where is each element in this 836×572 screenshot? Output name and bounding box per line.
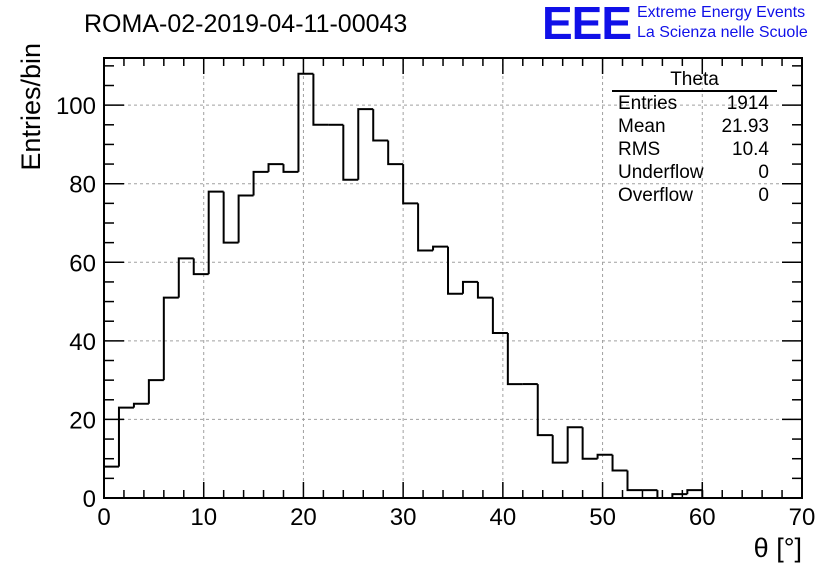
histogram-bin — [297, 72, 314, 172]
x-tick-label: 40 — [490, 504, 517, 531]
x-tick-label: 30 — [390, 504, 417, 531]
y-tick-label: 80 — [69, 172, 96, 199]
plot-frame — [103, 57, 803, 499]
histogram-bin — [701, 490, 718, 499]
stats-row-overflow: Overflow 0 — [612, 184, 777, 207]
histogram-bin — [402, 164, 419, 205]
histogram-bin — [476, 281, 493, 299]
y-tick-label: 0 — [83, 486, 96, 513]
histogram-bin — [432, 245, 449, 251]
stats-label: Mean — [618, 116, 666, 137]
stats-value: 1914 — [726, 93, 769, 114]
y-tick-label: 20 — [69, 407, 96, 434]
stats-row-underflow: Underflow 0 — [612, 161, 777, 184]
histogram-bin — [312, 73, 329, 126]
histogram-bin — [686, 489, 703, 495]
logo-tagline-1: Extreme Energy Events — [637, 4, 806, 21]
histogram-bin — [671, 493, 688, 498]
histogram-bin — [222, 191, 239, 244]
histogram-bin — [342, 124, 359, 181]
histogram-bin — [566, 426, 583, 463]
histogram-bin — [656, 490, 673, 499]
eee-logo: EEE — [542, 0, 632, 49]
stats-row-entries: Entries 1914 — [612, 92, 777, 115]
stats-row-mean: Mean 21.93 — [612, 115, 777, 138]
stats-value: 21.93 — [721, 116, 769, 137]
stats-value: 0 — [758, 162, 769, 183]
histogram-bin — [611, 454, 628, 472]
stats-title: Theta — [612, 70, 777, 92]
histogram-bin — [357, 108, 374, 180]
histogram-bin — [581, 427, 598, 460]
x-axis-label: θ [°] — [754, 533, 802, 563]
histogram-bin — [162, 296, 179, 381]
x-tick-label: 60 — [689, 504, 716, 531]
stats-box: Theta Entries 1914 Mean 21.93 RMS 10.4 U… — [612, 70, 777, 207]
grid-lines — [104, 58, 802, 498]
tick-labels: 0 10 20 30 40 50 60 70 0 20 40 60 80 100 — [56, 93, 815, 531]
y-tick-label: 100 — [56, 93, 96, 120]
histogram-bin — [252, 170, 269, 196]
histogram-bars — [103, 72, 718, 499]
x-tick-label: 20 — [290, 504, 317, 531]
histogram-bin — [147, 379, 164, 404]
histogram-bin — [282, 164, 299, 173]
histogram-bin — [192, 258, 209, 276]
histogram-bin — [117, 406, 134, 467]
histogram-bin — [551, 435, 568, 464]
y-tick-label: 60 — [69, 250, 96, 277]
histogram-bin — [596, 453, 613, 459]
x-tick-label: 10 — [190, 504, 217, 531]
stats-value: 10.4 — [732, 139, 769, 160]
histogram-bin — [506, 333, 523, 386]
histogram-bin — [417, 203, 434, 252]
chart-title: ROMA-02-2019-04-11-00043 — [84, 10, 408, 38]
histogram-bin — [461, 280, 478, 294]
y-tick-label: 40 — [69, 329, 96, 356]
histogram-bin — [536, 384, 553, 437]
histogram-bin — [132, 402, 149, 408]
histogram-bin — [103, 465, 119, 498]
histogram-bin — [372, 109, 389, 142]
logo-tagline-2: La Scienza nelle Scuole — [637, 24, 808, 41]
histogram-bin — [626, 470, 643, 492]
histogram-bin — [447, 246, 463, 295]
x-tick-label: 0 — [97, 504, 110, 531]
histogram-bin — [387, 140, 404, 166]
histogram-bin — [267, 163, 284, 172]
stats-label: Overflow — [618, 185, 693, 206]
x-tick-label: 70 — [789, 504, 816, 531]
stats-label: Underflow — [618, 162, 704, 183]
histogram-bin — [491, 297, 508, 334]
histogram-bin — [207, 190, 224, 275]
stats-label: Entries — [618, 93, 678, 114]
stats-label: RMS — [618, 139, 661, 160]
x-tick-label: 50 — [589, 504, 616, 531]
histogram-bin — [237, 194, 254, 243]
stats-row-rms: RMS 10.4 — [612, 138, 777, 161]
y-axis-label: Entries/bin — [16, 43, 46, 171]
stats-value: 0 — [758, 185, 769, 206]
histogram-bin — [177, 257, 194, 298]
